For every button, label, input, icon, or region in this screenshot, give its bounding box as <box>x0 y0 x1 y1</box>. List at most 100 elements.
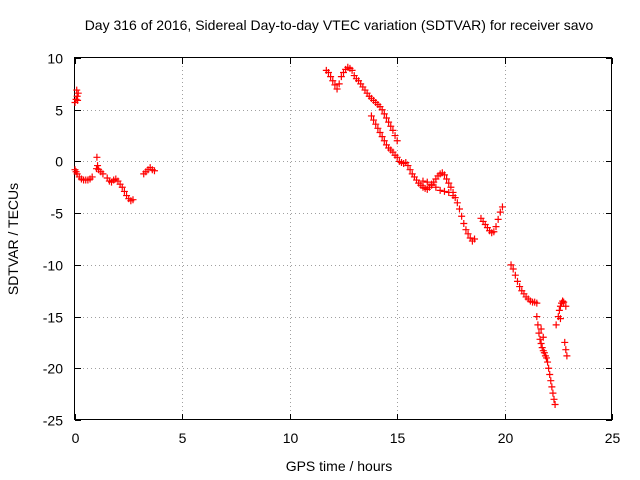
data-point <box>559 297 567 305</box>
data-point <box>539 333 547 341</box>
data-point <box>556 315 564 323</box>
data-point <box>496 208 504 216</box>
data-point <box>511 271 519 279</box>
data-point <box>538 344 546 352</box>
data-point <box>534 321 542 329</box>
data-point <box>74 96 82 104</box>
data-point <box>471 235 479 243</box>
data-point <box>537 339 545 347</box>
data-point <box>380 137 388 145</box>
data-point <box>458 212 466 220</box>
data-point <box>370 116 378 124</box>
data-point <box>432 183 440 191</box>
data-point <box>447 183 455 191</box>
data-point <box>150 167 158 175</box>
data-point <box>436 186 444 194</box>
x-tick-label: 0 <box>72 430 80 446</box>
data-point <box>548 383 556 391</box>
data-point <box>516 283 524 291</box>
data-point <box>533 313 541 321</box>
data-point <box>428 180 436 188</box>
y-tick-labels: 10 5 0 -5 -10 -15 -20 -25 <box>43 51 63 429</box>
data-point <box>551 400 559 408</box>
data-point <box>393 153 401 161</box>
data-point <box>464 230 472 238</box>
data-point <box>404 162 412 170</box>
y-tick-label: 10 <box>47 51 63 67</box>
y-tick-label: -15 <box>43 310 63 326</box>
data-point <box>460 219 468 227</box>
x-tick-label: 25 <box>605 430 621 446</box>
y-tick-label: 0 <box>55 154 63 170</box>
data-point <box>562 346 570 354</box>
data-point <box>393 137 401 145</box>
data-point <box>74 89 82 97</box>
data-point <box>72 95 80 103</box>
data-point <box>382 114 390 122</box>
data-points <box>71 63 571 408</box>
data-point <box>547 377 555 385</box>
data-point <box>552 321 560 329</box>
data-point <box>376 128 384 136</box>
data-point <box>73 86 81 94</box>
data-point <box>118 183 126 191</box>
data-point <box>391 132 399 140</box>
data-point <box>549 389 557 397</box>
data-point <box>490 228 498 236</box>
data-point <box>380 110 388 118</box>
data-point <box>445 179 453 187</box>
data-point <box>419 177 427 185</box>
data-point <box>378 133 386 141</box>
data-point <box>88 173 96 181</box>
x-tick-label: 5 <box>179 430 187 446</box>
data-point <box>509 265 517 273</box>
data-point <box>389 126 397 134</box>
data-point <box>544 358 552 366</box>
data-point <box>563 352 571 360</box>
data-point <box>560 298 568 306</box>
chart-title: Day 316 of 2016, Sidereal Day-to-day VTE… <box>85 17 594 33</box>
data-point <box>129 196 137 204</box>
data-point <box>378 106 386 114</box>
data-point <box>374 124 382 132</box>
y-axis-label: SDTVAR / TECUs <box>5 183 21 295</box>
data-point <box>550 395 558 403</box>
x-tick-label: 15 <box>390 430 406 446</box>
data-point <box>443 175 451 183</box>
data-point <box>120 187 128 195</box>
y-tick-label: -10 <box>43 258 63 274</box>
data-point <box>440 171 448 179</box>
data-point <box>337 73 345 81</box>
grid-lines <box>75 58 612 420</box>
data-point <box>546 370 554 378</box>
data-point <box>449 192 457 200</box>
data-point <box>492 223 500 231</box>
data-point <box>367 112 375 120</box>
data-point <box>99 170 107 178</box>
data-point <box>562 302 570 310</box>
data-point <box>331 81 339 89</box>
data-point <box>535 329 543 337</box>
data-point <box>335 80 343 88</box>
data-point <box>462 226 470 234</box>
data-point <box>498 203 506 211</box>
data-point <box>533 299 541 307</box>
plot-frame <box>74 57 612 420</box>
data-point <box>93 153 101 161</box>
x-axis-label: GPS time / hours <box>286 458 393 474</box>
data-point <box>455 205 463 213</box>
y-tick-label: -20 <box>43 361 63 377</box>
data-point <box>372 120 380 128</box>
data-point <box>537 325 545 333</box>
data-point <box>406 166 414 174</box>
data-point <box>545 364 553 372</box>
y-tick-label: 5 <box>55 103 63 119</box>
data-point <box>440 187 448 195</box>
data-point <box>324 68 332 76</box>
data-point <box>445 188 453 196</box>
axis-ticks <box>75 58 613 421</box>
x-tick-labels: 0 5 10 15 20 25 <box>72 430 621 446</box>
data-point <box>327 73 335 81</box>
y-tick-label: -5 <box>51 206 64 222</box>
